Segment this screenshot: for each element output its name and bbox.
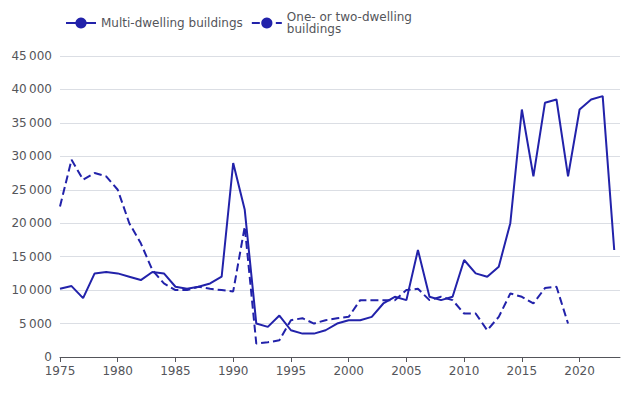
svg-text:Multi-dwelling buildings: Multi-dwelling buildings (101, 16, 243, 30)
svg-text:10 000: 10 000 (11, 283, 52, 297)
svg-text:1975: 1975 (45, 364, 76, 378)
svg-text:15 000: 15 000 (11, 250, 52, 264)
svg-text:2000: 2000 (333, 364, 364, 378)
svg-text:20 000: 20 000 (11, 216, 52, 230)
svg-text:1980: 1980 (102, 364, 133, 378)
svg-text:2015: 2015 (507, 364, 538, 378)
svg-text:35 000: 35 000 (11, 116, 52, 130)
svg-text:25 000: 25 000 (11, 183, 52, 197)
svg-text:45 000: 45 000 (11, 49, 52, 63)
svg-text:2010: 2010 (449, 364, 480, 378)
svg-text:30 000: 30 000 (11, 149, 52, 163)
svg-text:2020: 2020 (564, 364, 595, 378)
svg-text:5 000: 5 000 (19, 317, 52, 331)
svg-text:1995: 1995 (276, 364, 307, 378)
svg-text:1990: 1990 (218, 364, 249, 378)
svg-text:1985: 1985 (160, 364, 191, 378)
svg-text:0: 0 (44, 350, 52, 364)
svg-text:40 000: 40 000 (11, 82, 52, 96)
svg-text:2005: 2005 (391, 364, 422, 378)
svg-text:buildings: buildings (287, 22, 341, 36)
svg-text:One- or two-dwelling: One- or two-dwelling (286, 10, 412, 24)
